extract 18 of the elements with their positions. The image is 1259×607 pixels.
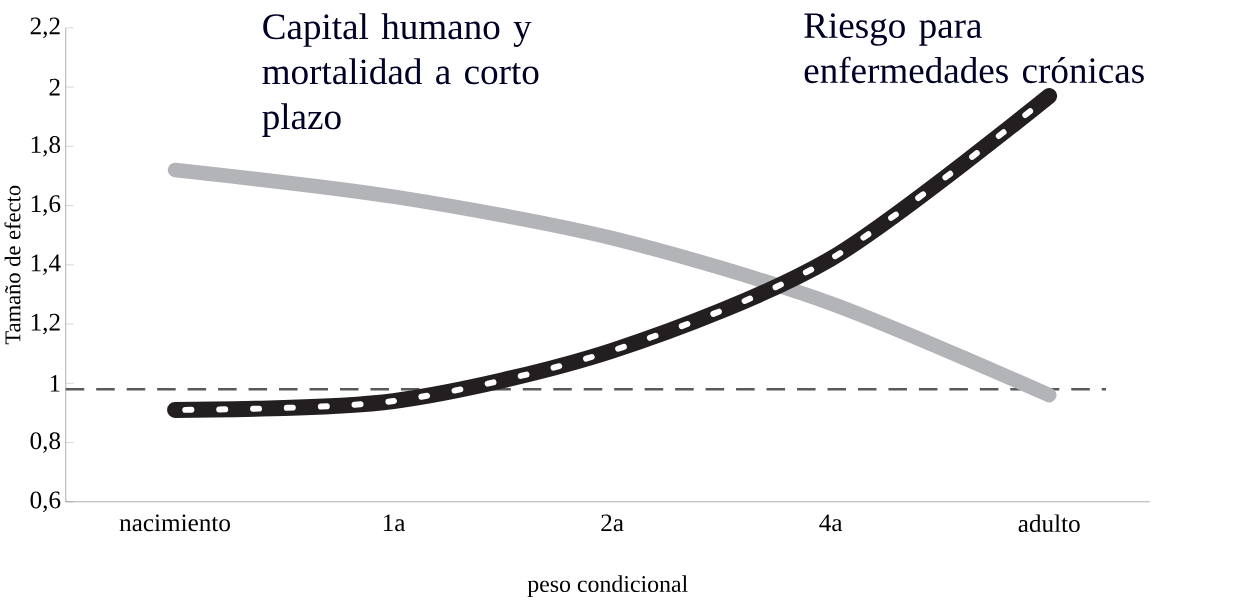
y-tick-label: 1,2 xyxy=(31,313,60,335)
x-tick-label: 2a xyxy=(601,514,624,532)
text: Riesgo para enfermedades crónicas xyxy=(804,13,1144,84)
x-tick-label: adulto xyxy=(1018,514,1080,533)
x-axis-title: peso condicional xyxy=(527,575,688,597)
y-tick-label: 1,8 xyxy=(31,135,61,157)
y-tick-label: 2,2 xyxy=(30,17,60,39)
x-tick-label: 1a xyxy=(383,514,406,532)
x-tick-label: 4a xyxy=(819,514,843,532)
y-axis-title: Tamaño de efecto xyxy=(4,185,21,345)
y-tick-label: 0,6 xyxy=(30,491,61,513)
x-tick-label: nacimiento xyxy=(119,514,230,532)
y-tick-label: 1 xyxy=(50,374,60,392)
y-tick-label: 1,6 xyxy=(31,195,61,216)
y-tick-label: 0,8 xyxy=(30,432,61,453)
y-tick-label: 1,4 xyxy=(31,254,61,275)
series-label: Capital humano y mortalidad a corto plazo xyxy=(262,13,539,137)
y-tick-label: 2 xyxy=(49,78,60,96)
